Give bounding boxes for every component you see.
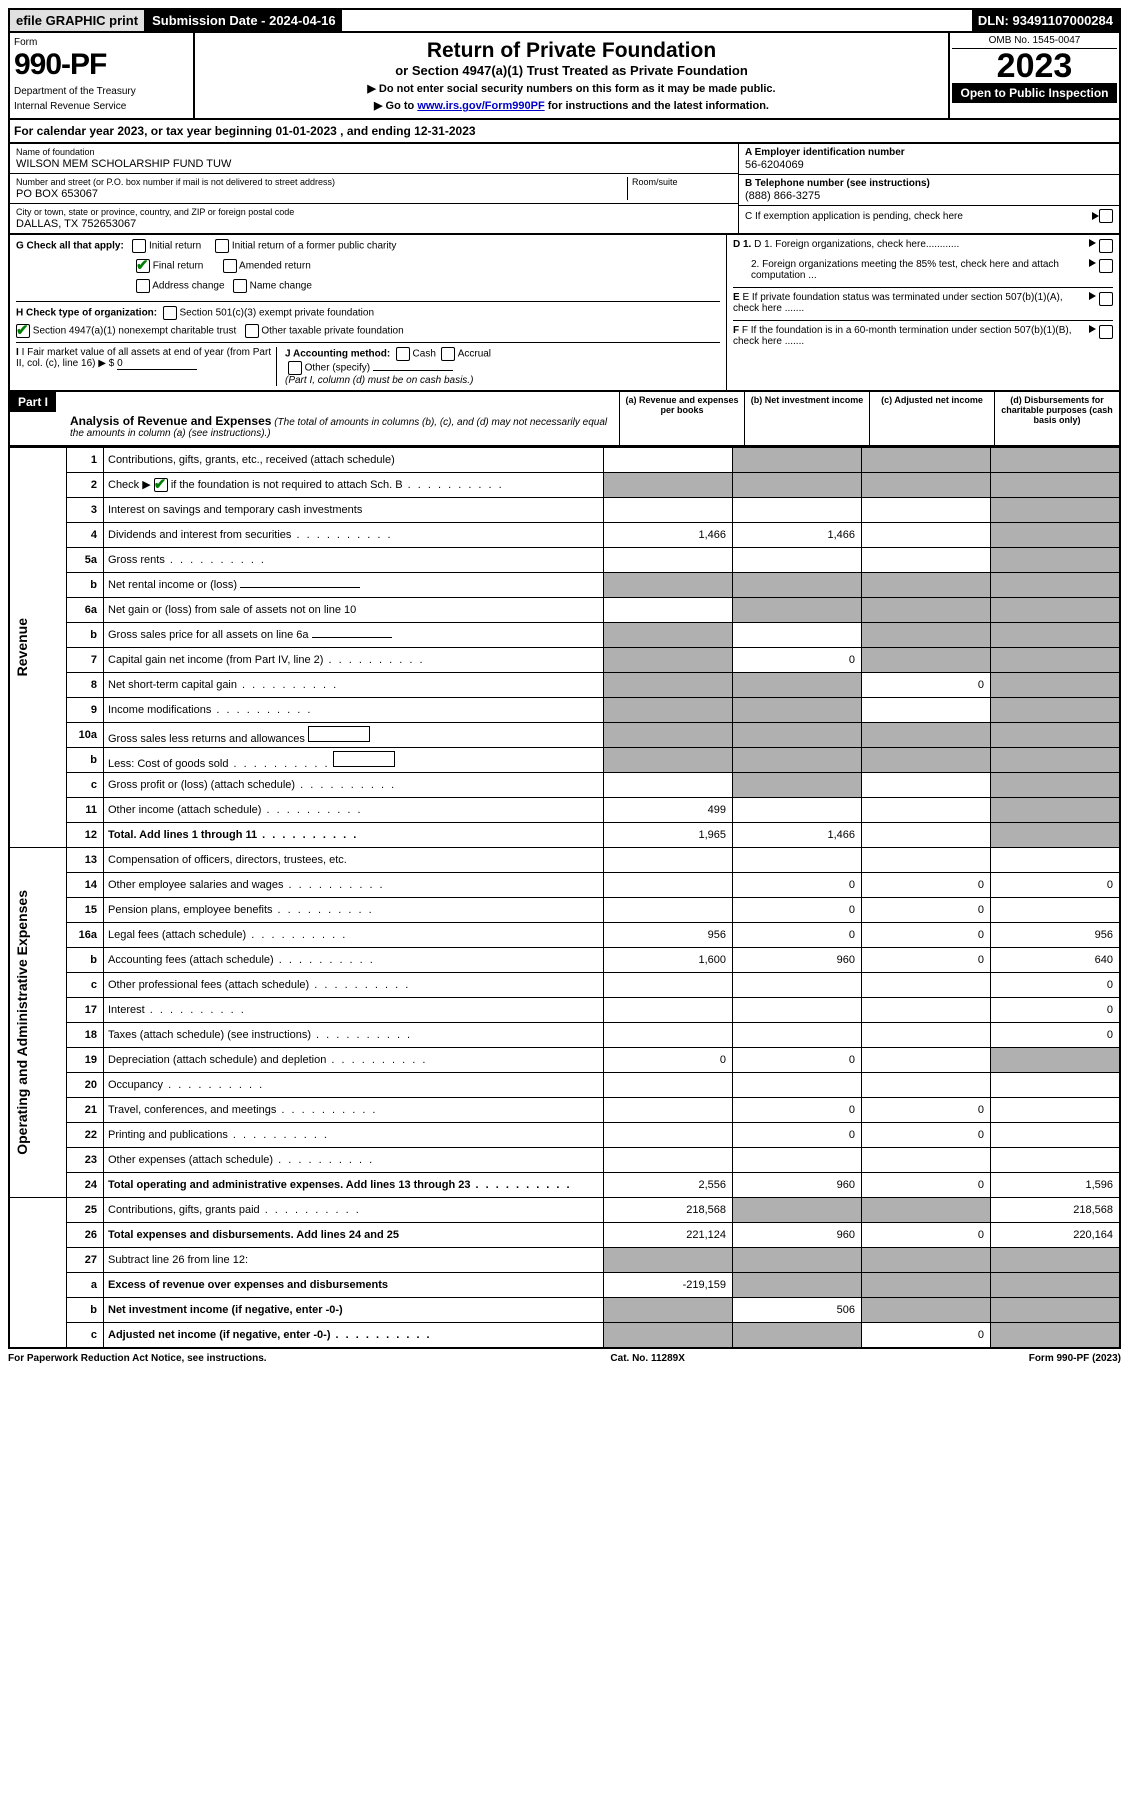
footer-cat: Cat. No. 11289X [610, 1353, 684, 1364]
city-label: City or town, state or province, country… [16, 207, 732, 217]
submission-date: Submission Date - 2024-04-16 [146, 10, 342, 31]
j-other-checkbox[interactable] [288, 361, 302, 375]
form-number: 990-PF [14, 48, 189, 82]
name-label: Name of foundation [16, 147, 732, 157]
h-4947-checkbox[interactable] [16, 324, 30, 338]
form-note-1: ▶ Do not enter social security numbers o… [201, 82, 942, 95]
e-checkbox[interactable] [1099, 292, 1113, 306]
arrow-icon [1089, 259, 1096, 267]
form-note-2: ▶ Go to www.irs.gov/Form990PF for instru… [201, 99, 942, 112]
foundation-name: WILSON MEM SCHOLARSHIP FUND TUW [16, 158, 732, 170]
irs-link[interactable]: www.irs.gov/Form990PF [417, 100, 544, 112]
page-footer: For Paperwork Reduction Act Notice, see … [8, 1349, 1121, 1364]
room-label: Room/suite [632, 177, 732, 187]
phone-value: (888) 866-3275 [745, 190, 1113, 202]
form-title: Return of Private Foundation [201, 39, 942, 63]
form-label: Form [14, 37, 189, 48]
form-subtitle: or Section 4947(a)(1) Trust Treated as P… [201, 63, 942, 78]
d2-checkbox[interactable] [1099, 259, 1113, 273]
g-address-checkbox[interactable] [136, 279, 150, 293]
h-501c3-checkbox[interactable] [163, 306, 177, 320]
efile-print-button[interactable]: efile GRAPHIC print [10, 10, 146, 31]
i-label: I [16, 347, 19, 358]
d1-checkbox[interactable] [1099, 239, 1113, 253]
footer-left: For Paperwork Reduction Act Notice, see … [8, 1353, 267, 1364]
i-value: 0 [117, 358, 197, 370]
dln-number: DLN: 93491107000284 [972, 10, 1119, 31]
ein-label: A Employer identification number [745, 147, 1113, 158]
city-state-zip: DALLAS, TX 752653067 [16, 218, 732, 230]
arrow-icon [1089, 239, 1096, 247]
dept-irs: Internal Revenue Service [14, 101, 189, 112]
form-header: Form 990-PF Department of the Treasury I… [8, 33, 1121, 120]
part1-title: Analysis of Revenue and Expenses [70, 414, 271, 428]
arrow-icon [1089, 325, 1096, 333]
entity-info-block: Name of foundation WILSON MEM SCHOLARSHI… [8, 144, 1121, 235]
section-g-to-j: G Check all that apply: Initial return I… [8, 235, 1121, 392]
g-label: G Check all that apply: [16, 241, 124, 252]
g-initial-checkbox[interactable] [132, 239, 146, 253]
footer-form: Form 990-PF (2023) [1029, 1353, 1121, 1364]
phone-label: B Telephone number (see instructions) [745, 178, 1113, 189]
g-name-checkbox[interactable] [233, 279, 247, 293]
j-cash-checkbox[interactable] [396, 347, 410, 361]
top-bar: efile GRAPHIC print Submission Date - 20… [8, 8, 1121, 33]
address: PO BOX 653067 [16, 188, 627, 200]
arrow-icon [1089, 292, 1096, 300]
dept-treasury: Department of the Treasury [14, 86, 189, 97]
col-c-header: (c) Adjusted net income [869, 392, 994, 445]
g-final-checkbox[interactable] [136, 259, 150, 273]
j-label: J Accounting method: [285, 349, 390, 360]
r2-checkbox[interactable] [154, 478, 168, 492]
col-d-header: (d) Disbursements for charitable purpose… [994, 392, 1119, 445]
col-a-header: (a) Revenue and expenses per books [619, 392, 744, 445]
tax-year: 2023 [952, 49, 1117, 83]
f-checkbox[interactable] [1099, 325, 1113, 339]
j-accrual-checkbox[interactable] [441, 347, 455, 361]
c-label: C If exemption application is pending, c… [745, 211, 1092, 222]
h-label: H Check type of organization: [16, 308, 157, 319]
addr-label: Number and street (or P.O. box number if… [16, 177, 627, 187]
g-former-checkbox[interactable] [215, 239, 229, 253]
c-checkbox[interactable] [1099, 209, 1113, 223]
j-note: (Part I, column (d) must be on cash basi… [285, 375, 720, 386]
part1-label: Part I [10, 392, 56, 412]
open-public-badge: Open to Public Inspection [952, 83, 1117, 103]
h-other-checkbox[interactable] [245, 324, 259, 338]
part1-table: Revenue 1Contributions, gifts, grants, e… [8, 447, 1121, 1349]
col-b-header: (b) Net investment income [744, 392, 869, 445]
part1-header-row: Part I Analysis of Revenue and Expenses … [8, 392, 1121, 447]
arrow-icon [1092, 212, 1099, 220]
ein-value: 56-6204069 [745, 159, 1113, 171]
revenue-side-label: Revenue [14, 618, 30, 676]
g-amended-checkbox[interactable] [223, 259, 237, 273]
opex-side-label: Operating and Administrative Expenses [14, 890, 30, 1155]
calendar-year-line: For calendar year 2023, or tax year begi… [8, 120, 1121, 144]
